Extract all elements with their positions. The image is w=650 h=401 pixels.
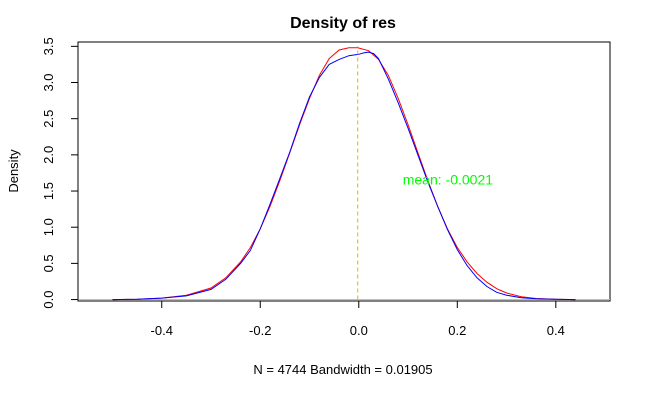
normal-curve-line (112, 47, 576, 301)
density-line (112, 51, 576, 301)
y-tick-label: 2.5 (41, 110, 56, 128)
x-tick-label: -0.4 (151, 323, 173, 338)
plot-box (77, 41, 611, 302)
y-tick-label: 2.0 (41, 146, 56, 164)
x-axis: -0.4 -0.2 0.0 0.2 0.4 (151, 300, 565, 338)
mean-annotation: mean: -0.0021 (403, 171, 493, 187)
x-tick-label: 0.4 (547, 323, 565, 338)
y-tick-label: 0.0 (41, 291, 56, 309)
y-axis-label: Density (6, 149, 21, 193)
x-tick-label: -0.2 (249, 323, 271, 338)
y-tick-label: 3.5 (41, 37, 56, 55)
y-tick-label: 1.0 (41, 218, 56, 236)
y-tick-label: 1.5 (41, 182, 56, 200)
y-axis: 0.0 0.5 1.0 1.5 2.0 2.5 3.0 3.5 (41, 37, 79, 309)
chart-title: Density of res (290, 15, 396, 32)
y-tick-label: 0.5 (41, 254, 56, 272)
y-tick-label: 3.0 (41, 73, 56, 91)
x-tick-label: 0.0 (350, 323, 368, 338)
x-tick-label: 0.2 (448, 323, 466, 338)
x-axis-label: N = 4744 Bandwidth = 0.01905 (253, 362, 432, 377)
